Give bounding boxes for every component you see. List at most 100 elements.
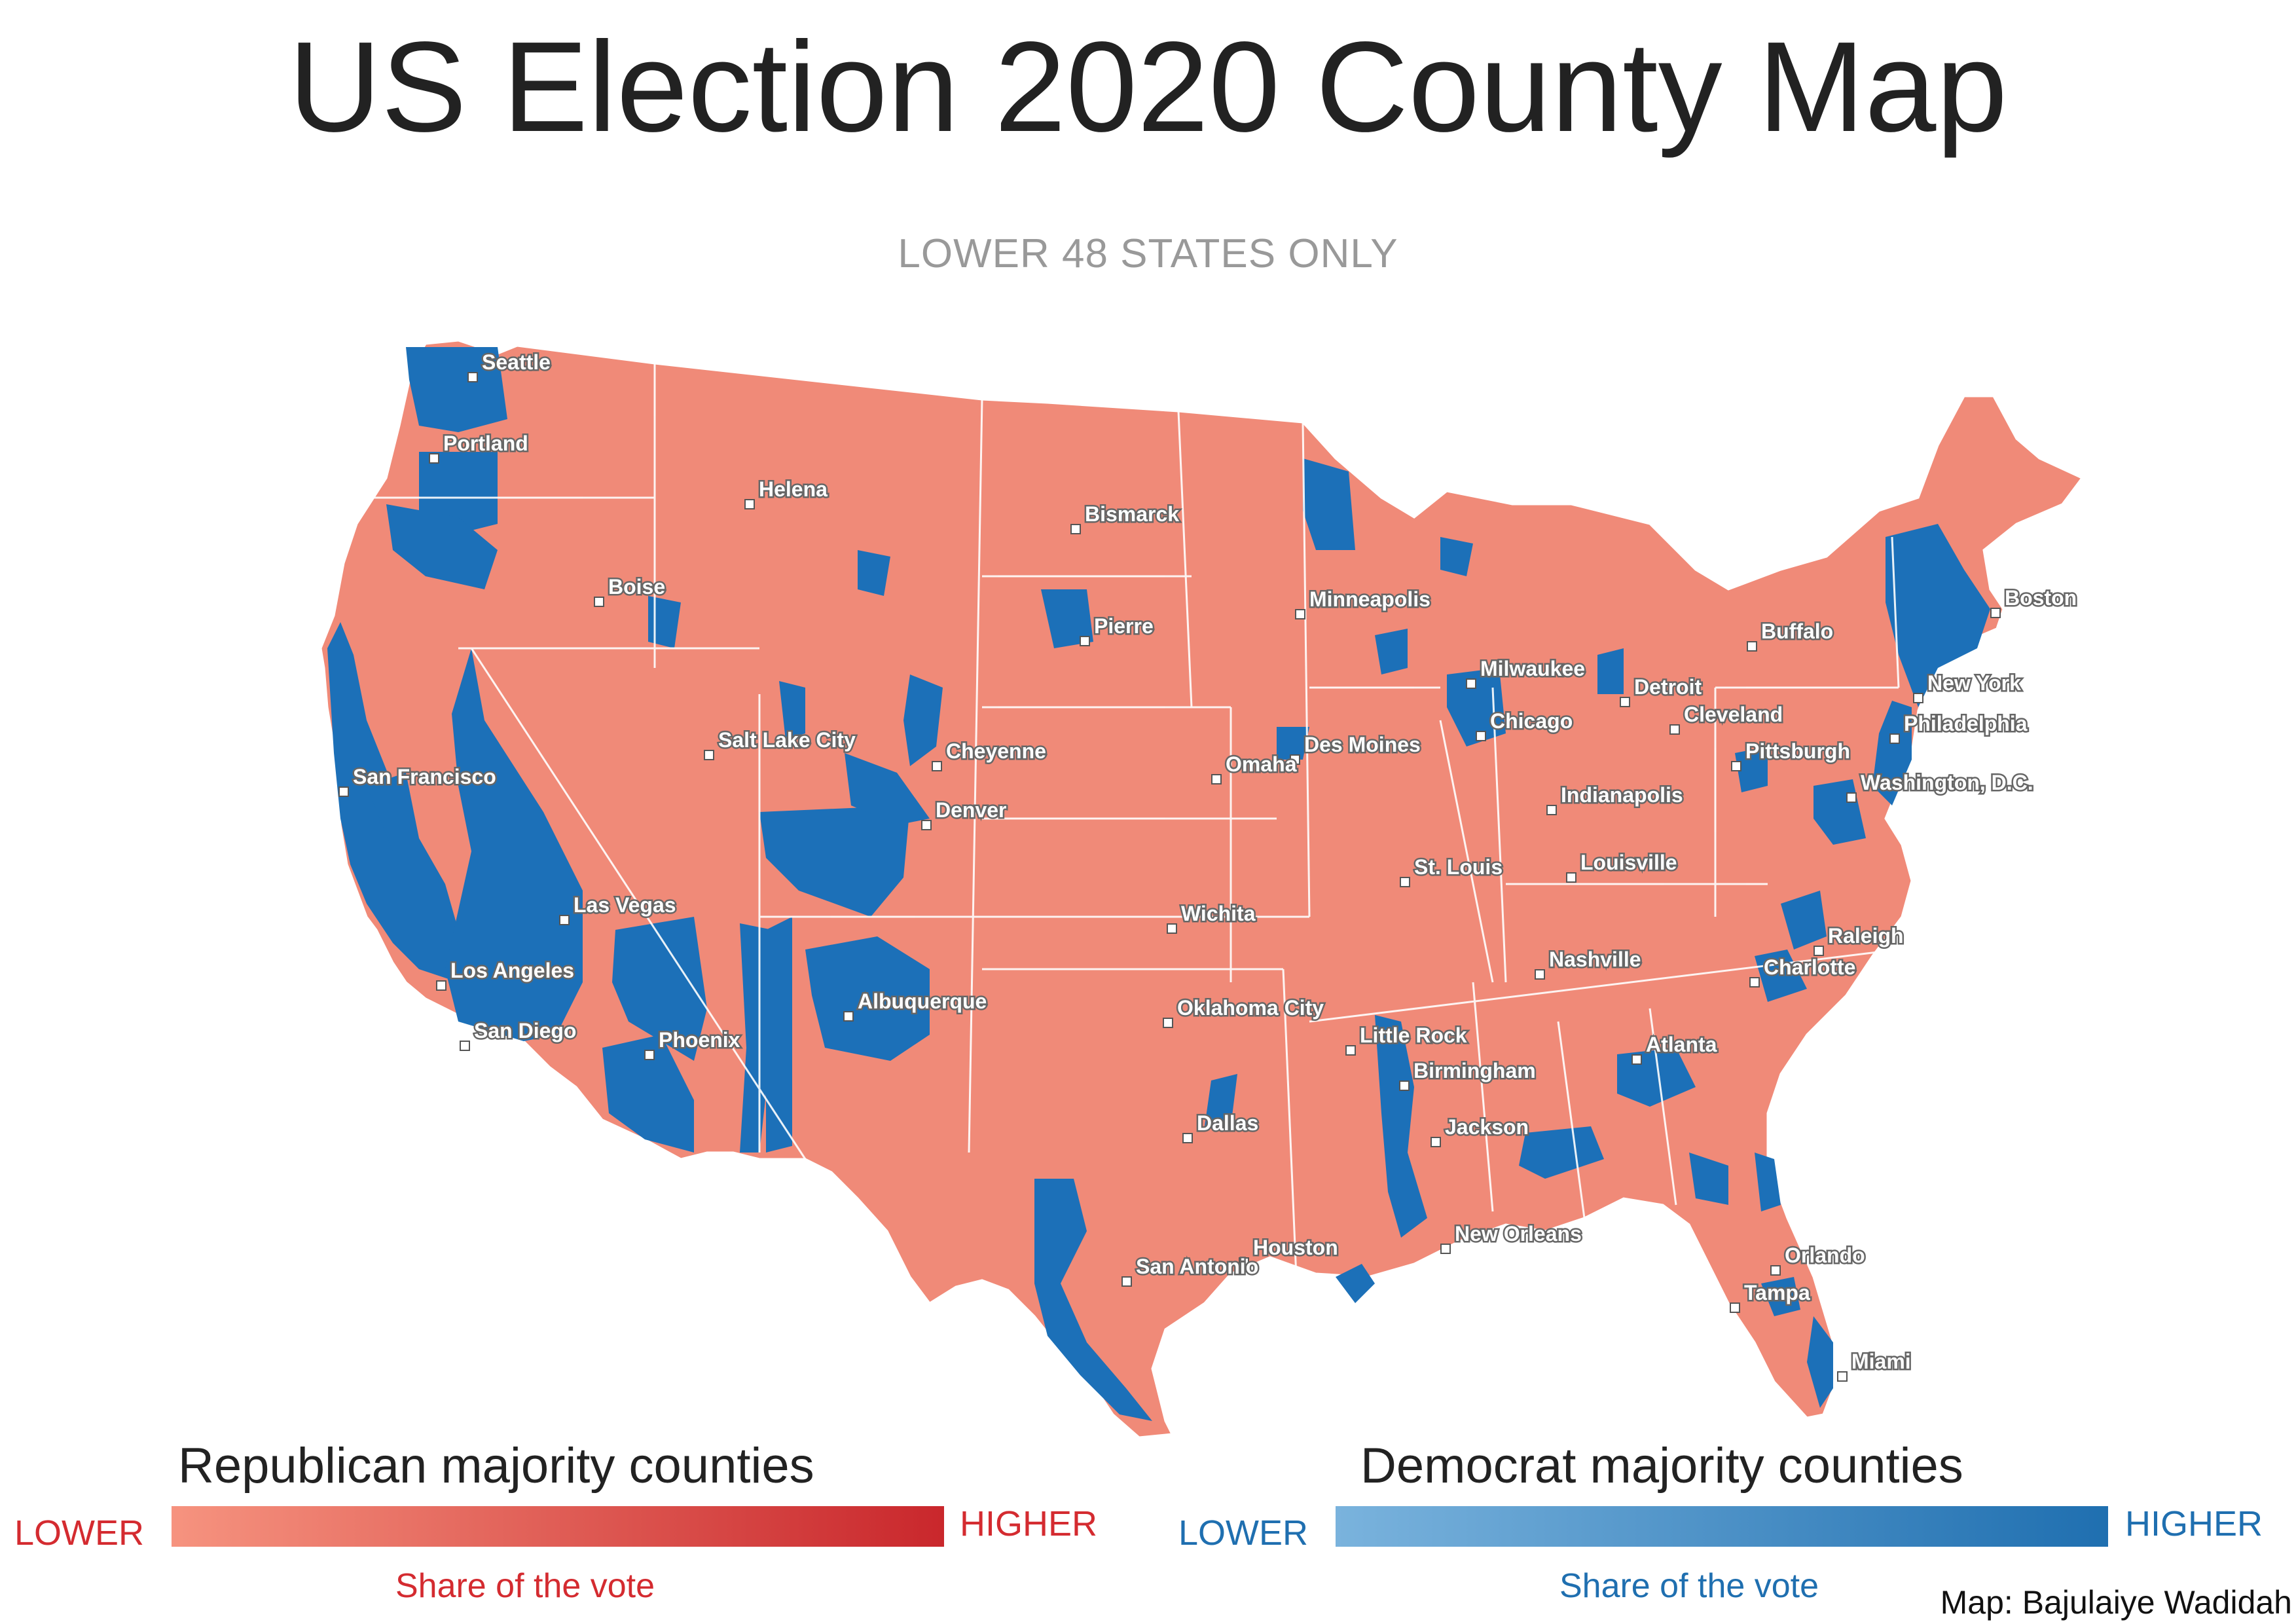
- city-label: Pittsburgh: [1745, 739, 1850, 763]
- city-label: Orlando: [1785, 1244, 1865, 1267]
- city-label: Pierre: [1094, 614, 1154, 638]
- city-marker: [744, 499, 755, 509]
- city-pierre: Pierre: [1080, 613, 1155, 646]
- democrat-majority-areas: [327, 347, 1990, 1421]
- city-tampa: Tampa: [1730, 1280, 1812, 1313]
- city-washington-d-c-: Washington, D.C.: [1846, 769, 2035, 803]
- city-chicago: Chicago: [1476, 708, 1575, 741]
- city-label: Albuquerque: [858, 989, 987, 1013]
- city-marker: [1400, 877, 1410, 887]
- city-houston: Houston: [1239, 1234, 1339, 1268]
- city-label: Buffalo: [1761, 619, 1833, 643]
- city-marker: [1631, 1054, 1642, 1065]
- city-raleigh: Raleigh: [1813, 923, 1905, 956]
- city-marker: [1121, 1276, 1132, 1287]
- city-marker: [338, 786, 349, 797]
- city-marker: [1430, 1137, 1441, 1147]
- city-label: Birmingham: [1413, 1059, 1536, 1082]
- city-marker: [1182, 1133, 1193, 1143]
- city-cleveland: Cleveland: [1669, 701, 1785, 735]
- city-albuquerque: Albuquerque: [843, 988, 989, 1022]
- city-marker: [467, 372, 478, 382]
- city-birmingham: Birmingham: [1399, 1058, 1537, 1091]
- city-marker: [460, 1041, 470, 1051]
- city-marker: [1913, 693, 1923, 703]
- city-marker: [1731, 761, 1741, 771]
- city-label: Seattle: [482, 350, 551, 374]
- city-marker: [1163, 1018, 1173, 1028]
- city-marker: [559, 915, 570, 925]
- city-marker: [1730, 1302, 1740, 1313]
- city-seattle: Seattle: [467, 349, 552, 382]
- city-label: San Antonio: [1136, 1255, 1258, 1278]
- city-bismarck: Bismarck: [1070, 501, 1181, 534]
- city-helena: Helena: [744, 476, 829, 509]
- city-label: San Francisco: [353, 765, 496, 788]
- city-marker: [1837, 1371, 1848, 1382]
- city-label: Tampa: [1744, 1281, 1810, 1304]
- city-label: Charlotte: [1764, 955, 1855, 979]
- city-label: Denver: [936, 798, 1007, 822]
- city-little-rock: Little Rock: [1345, 1022, 1468, 1056]
- city-san-francisco: San Francisco: [338, 764, 498, 797]
- legend-republican-gradient: [172, 1506, 944, 1547]
- city-label: Little Rock: [1360, 1024, 1467, 1047]
- city-indianapolis: Indianapolis: [1546, 782, 1685, 815]
- city-marker: [1345, 1045, 1356, 1056]
- city-label: San Diego: [474, 1019, 576, 1043]
- city-label: Helena: [759, 477, 828, 501]
- city-marker: [1440, 1244, 1451, 1254]
- city-marker: [843, 1011, 854, 1022]
- city-marker: [1990, 608, 2001, 618]
- city-label: Boston: [2005, 586, 2077, 610]
- legend-democrat-low: LOWER: [1178, 1513, 1309, 1553]
- city-marker: [1566, 872, 1576, 883]
- city-marker: [1295, 609, 1305, 619]
- city-label: Dallas: [1197, 1111, 1258, 1135]
- city-label: New York: [1927, 671, 2021, 695]
- city-boston: Boston: [1990, 585, 2079, 618]
- city-marker: [1749, 977, 1760, 987]
- legend-republican-title: Republican majority counties: [178, 1438, 814, 1494]
- city-jackson: Jackson: [1430, 1114, 1531, 1147]
- city-label: Philadelphia: [1904, 712, 2028, 735]
- city-san-diego: San Diego: [460, 1018, 578, 1051]
- city-marker: [1167, 923, 1177, 934]
- city-marker: [1846, 792, 1857, 803]
- map-credit: Map: Bajulaiye Wadidah: [1940, 1584, 2292, 1621]
- city-denver: Denver: [921, 797, 1008, 830]
- city-label: Wichita: [1181, 902, 1256, 925]
- city-louisville: Louisville: [1566, 849, 1679, 883]
- city-label: Houston: [1253, 1236, 1338, 1259]
- city-marker: [1070, 524, 1081, 534]
- city-orlando: Orlando: [1770, 1242, 1867, 1276]
- city-label: Detroit: [1634, 675, 1702, 699]
- city-marker: [1747, 641, 1757, 652]
- legend-democrat-gradient: [1336, 1506, 2108, 1547]
- city-los-angeles: Los Angeles: [436, 957, 576, 991]
- city-label: Atlanta: [1646, 1033, 1717, 1056]
- city-label: Phoenix: [659, 1028, 740, 1052]
- city-marker: [594, 597, 604, 607]
- city-marker: [1211, 774, 1222, 784]
- city-marker: [1080, 636, 1090, 646]
- city-marker: [1399, 1080, 1410, 1091]
- city-des-moines: Des Moines: [1290, 731, 1422, 765]
- city-salt-lake-city: Salt Lake City: [704, 727, 858, 760]
- city-phoenix: Phoenix: [644, 1027, 742, 1060]
- city-label: St. Louis: [1414, 855, 1503, 879]
- legend-democrat-high: HIGHER: [2125, 1504, 2263, 1543]
- city-omaha: Omaha: [1211, 751, 1298, 784]
- city-new-york: New York: [1913, 670, 2023, 703]
- city-label: Salt Lake City: [718, 728, 856, 752]
- city-label: Chicago: [1490, 709, 1573, 733]
- legend-democrat-caption: Share of the vote: [1559, 1567, 1819, 1605]
- city-charlotte: Charlotte: [1749, 954, 1857, 987]
- legend-republican-caption: Share of the vote: [395, 1567, 655, 1605]
- city-label: Louisville: [1580, 851, 1677, 874]
- city-marker: [1476, 731, 1486, 741]
- city-marker: [932, 761, 942, 771]
- city-label: Portland: [443, 432, 528, 455]
- city-label: Nashville: [1549, 948, 1641, 971]
- city-nashville: Nashville: [1535, 946, 1643, 980]
